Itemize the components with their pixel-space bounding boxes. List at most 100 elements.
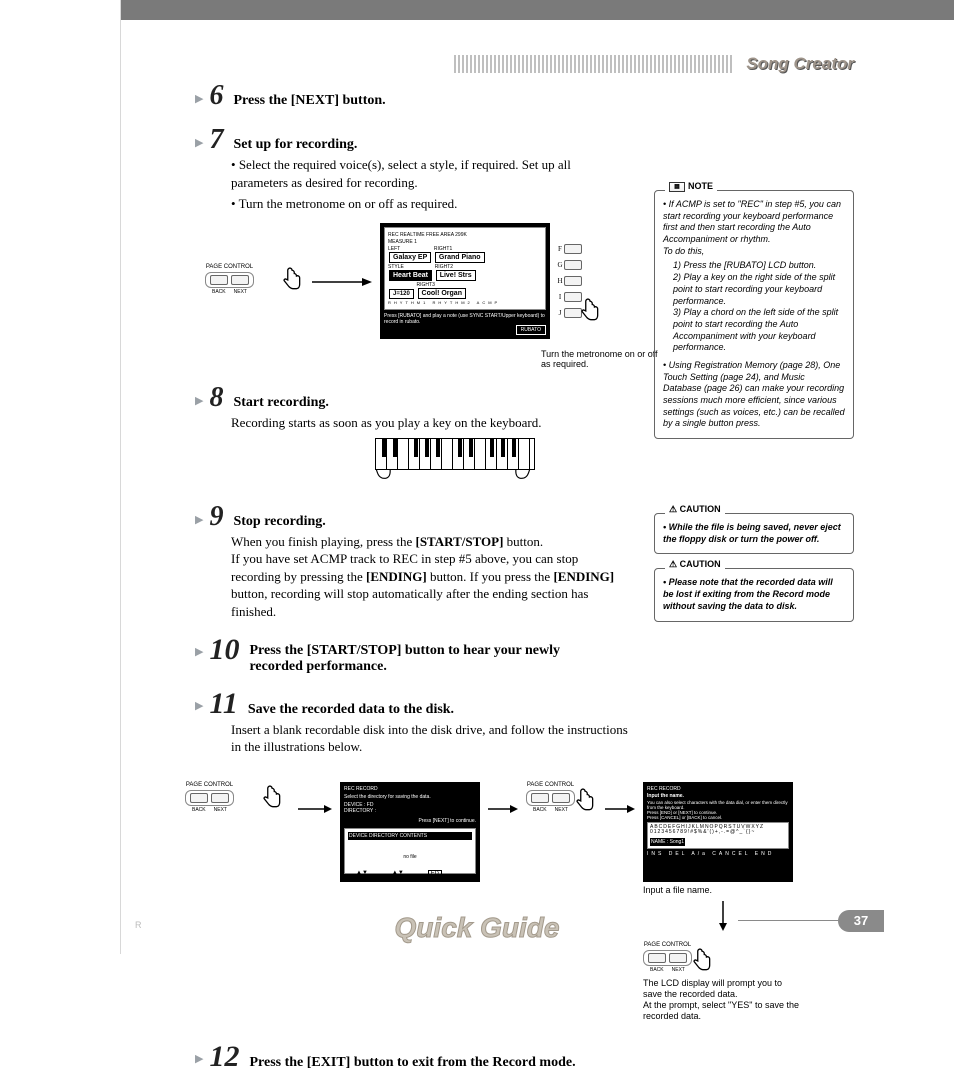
note-tag: ▦NOTE bbox=[665, 181, 717, 193]
arrow-icon bbox=[605, 802, 635, 814]
next-button[interactable] bbox=[231, 275, 249, 285]
note-item: Using Registration Memory (page 28), One… bbox=[663, 360, 845, 430]
note-substep: 3) Play a chord on the left side of the … bbox=[673, 307, 845, 354]
lcd-footer-hint: Press [RUBATO] and play a note (use SYNC… bbox=[384, 313, 546, 325]
tempo: J=120 bbox=[389, 289, 414, 299]
arrow-icon bbox=[312, 275, 372, 287]
style-name: Heart Beat bbox=[389, 270, 432, 281]
note-box: ▦NOTE If ACMP is set to "REC" in step #5… bbox=[654, 190, 854, 439]
bullet: Turn the metronome on or off as required… bbox=[231, 195, 631, 213]
step-title: Set up for recording. bbox=[233, 137, 357, 152]
step-number: 6 bbox=[209, 80, 223, 112]
caution-tag: CAUTION bbox=[665, 559, 725, 571]
step-arrow-icon: ▶ bbox=[195, 92, 203, 105]
step-arrow-icon: ▶ bbox=[195, 699, 203, 712]
section-header: Song Creator bbox=[330, 54, 854, 74]
step-title: Stop recording. bbox=[233, 514, 325, 529]
lcd-text: Input the name. bbox=[647, 793, 789, 799]
step-6: ▶ 6 Press the [NEXT] button. bbox=[195, 80, 854, 112]
lcd-text: Press [CANCEL] or [BACK] to cancel. bbox=[647, 815, 789, 820]
step-number: 11 bbox=[209, 687, 237, 721]
back-button[interactable] bbox=[648, 953, 666, 963]
caution-box-2: CAUTION Please note that the recorded da… bbox=[654, 568, 854, 621]
pointing-hand-icon bbox=[278, 267, 304, 293]
caution-text: While the file is being saved, never eje… bbox=[663, 522, 845, 545]
prompt-caption: The LCD display will prompt you to save … bbox=[643, 978, 803, 1021]
step-body: Recording starts as soon as you play a k… bbox=[231, 414, 631, 432]
sidebar-notes: ▦NOTE If ACMP is set to "REC" in step #5… bbox=[654, 190, 854, 636]
next-label: NEXT bbox=[234, 289, 247, 295]
metronome-caption: Turn the metronome on or off as required… bbox=[541, 349, 661, 371]
step-arrow-icon: ▶ bbox=[195, 513, 203, 526]
r-mark: R bbox=[135, 920, 142, 930]
step-arrow-icon: ▶ bbox=[195, 136, 203, 149]
pointing-hand-icon bbox=[576, 298, 602, 324]
header-stripes bbox=[454, 55, 734, 73]
side-label: J bbox=[556, 309, 564, 317]
step-title: Press the [NEXT] button. bbox=[233, 93, 385, 108]
lcd-measure: MEASURE 1 bbox=[388, 239, 542, 245]
arrow-icon bbox=[488, 802, 518, 814]
caution-tag: CAUTION bbox=[665, 504, 725, 516]
next-button[interactable] bbox=[552, 793, 570, 803]
back-button[interactable] bbox=[190, 793, 208, 803]
page-control-widget: PAGE CONTROL BACKNEXT bbox=[205, 264, 304, 298]
next-button[interactable] bbox=[669, 953, 687, 963]
step-number: 9 bbox=[209, 501, 223, 533]
save-lcd-1: REC RECORD Select the directory for savi… bbox=[340, 782, 480, 882]
lcd-header: REC REALTIME FREE AREA 299K bbox=[388, 232, 542, 238]
step-number: 7 bbox=[209, 124, 223, 156]
arrow-icon bbox=[298, 802, 332, 814]
side-label: G bbox=[556, 261, 564, 269]
back-button[interactable] bbox=[531, 793, 549, 803]
page-control-widget: PAGE CONTROL BACKNEXT bbox=[185, 782, 234, 813]
keyboard-icon bbox=[375, 438, 535, 470]
input-caption: Input a file name. bbox=[643, 885, 803, 896]
side-button-h[interactable] bbox=[564, 276, 582, 286]
next-button[interactable] bbox=[211, 793, 229, 803]
caution-box-1: CAUTION While the file is being saved, n… bbox=[654, 513, 854, 554]
step-arrow-icon: ▶ bbox=[195, 1052, 203, 1065]
lcd-bottom-buttons: INS DEL A/a CANCEL END bbox=[647, 851, 789, 857]
bullet: Select the required voice(s), select a s… bbox=[231, 156, 631, 191]
step-title: Save the recorded data to the disk. bbox=[248, 702, 454, 717]
side-label: F bbox=[556, 245, 564, 253]
side-label: I bbox=[556, 293, 564, 301]
pointing-hand-icon bbox=[688, 948, 714, 974]
step-body: When you finish playing, press the [STAR… bbox=[231, 533, 631, 621]
step-arrow-icon: ▶ bbox=[195, 645, 203, 658]
lcd-screen: REC REALTIME FREE AREA 299K MEASURE 1 LE… bbox=[380, 223, 550, 339]
step-arrow-icon: ▶ bbox=[195, 394, 203, 407]
rubato-button[interactable]: RUBATO bbox=[516, 325, 546, 335]
voice-right1: Grand Piano bbox=[435, 252, 485, 263]
step-title: Start recording. bbox=[233, 395, 328, 410]
lcd-text: Press [NEXT] to continue. bbox=[344, 818, 476, 824]
page-control-widget: PAGE CONTROL BACKNEXT bbox=[526, 782, 575, 814]
step-number: 12 bbox=[209, 1040, 239, 1074]
page-control-widget: PAGE CONTROL BACKNEXT bbox=[643, 942, 692, 974]
back-button[interactable] bbox=[210, 275, 228, 285]
footer-title: Quick Guide bbox=[0, 912, 954, 944]
voice-right3: Cool! Organ bbox=[418, 288, 466, 299]
lcd-nofile: no file bbox=[348, 854, 472, 860]
pointing-hand-icon bbox=[258, 785, 284, 811]
lcd-text: DIRECTORY : bbox=[344, 808, 476, 814]
step-11: ▶ 11 Save the recorded data to the disk.… bbox=[195, 687, 854, 756]
voice-right2: Live! Strs bbox=[436, 270, 476, 281]
step-body: Select the required voice(s), select a s… bbox=[231, 156, 631, 213]
step-title: Press the [START/STOP] button to hear yo… bbox=[249, 643, 609, 675]
lcd-header: REC RECORD bbox=[647, 786, 789, 792]
filename-field: NAME : Song1 bbox=[650, 838, 685, 846]
step-body: Insert a blank recordable disk into the … bbox=[231, 721, 631, 756]
note-item: If ACMP is set to "REC" in step #5, you … bbox=[663, 199, 845, 354]
track-bar: RHYTHM1 RHYTHM2 ACMP bbox=[388, 300, 542, 305]
side-button-f[interactable] bbox=[564, 244, 582, 254]
save-diagram-row: PAGE CONTROL BACKNEXT REC RECORD Select … bbox=[185, 782, 854, 1022]
save-lcd-2: REC RECORD Input the name. You can also … bbox=[643, 782, 793, 882]
left-margin-rule bbox=[120, 0, 121, 954]
side-button-g[interactable] bbox=[564, 260, 582, 270]
step-10: ▶ 10 Press the [START/STOP] button to he… bbox=[195, 633, 854, 675]
lcd-header: REC RECORD bbox=[344, 786, 476, 792]
side-label: H bbox=[556, 277, 564, 285]
note-substep: 2) Play a key on the right side of the s… bbox=[673, 272, 845, 307]
